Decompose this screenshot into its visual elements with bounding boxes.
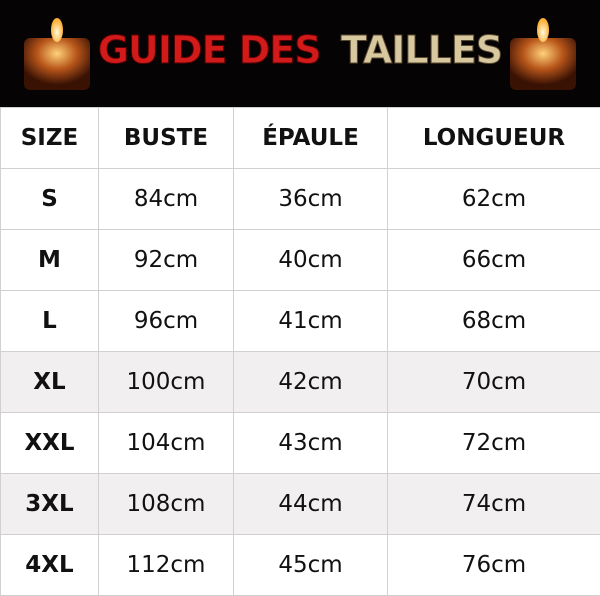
measure-cell: 96cm — [99, 291, 234, 352]
size-cell: XXL — [1, 413, 99, 474]
title-red: GUIDE DES — [98, 28, 321, 72]
size-cell: 3XL — [1, 474, 99, 535]
measure-cell: 41cm — [234, 291, 388, 352]
measure-cell: 112cm — [99, 535, 234, 596]
size-cell: XL — [1, 352, 99, 413]
measure-cell: 70cm — [388, 352, 600, 413]
measure-cell: 76cm — [388, 535, 600, 596]
measure-cell: 45cm — [234, 535, 388, 596]
measure-cell: 108cm — [99, 474, 234, 535]
measure-cell: 68cm — [388, 291, 600, 352]
measure-cell: 100cm — [99, 352, 234, 413]
measure-cell: 66cm — [388, 230, 600, 291]
size-cell: S — [1, 169, 99, 230]
column-header: BUSTE — [99, 108, 234, 169]
column-header: LONGUEUR — [388, 108, 600, 169]
measure-cell: 42cm — [234, 352, 388, 413]
measure-cell: 92cm — [99, 230, 234, 291]
title: GUIDE DES TAILLES — [98, 28, 502, 72]
size-cell: M — [1, 230, 99, 291]
measure-cell: 36cm — [234, 169, 388, 230]
measure-cell: 62cm — [388, 169, 600, 230]
measure-cell: 84cm — [99, 169, 234, 230]
measure-cell: 74cm — [388, 474, 600, 535]
measure-cell: 40cm — [234, 230, 388, 291]
measure-cell: 44cm — [234, 474, 388, 535]
measure-cell: 104cm — [99, 413, 234, 474]
column-header: SIZE — [1, 108, 99, 169]
measure-cell: 72cm — [388, 413, 600, 474]
size-cell: 4XL — [1, 535, 99, 596]
title-accent: TAILLES — [341, 28, 502, 72]
measure-cell: 43cm — [234, 413, 388, 474]
size-cell: L — [1, 291, 99, 352]
column-header: ÉPAULE — [234, 108, 388, 169]
banner: GUIDE DES TAILLES — [0, 0, 600, 107]
